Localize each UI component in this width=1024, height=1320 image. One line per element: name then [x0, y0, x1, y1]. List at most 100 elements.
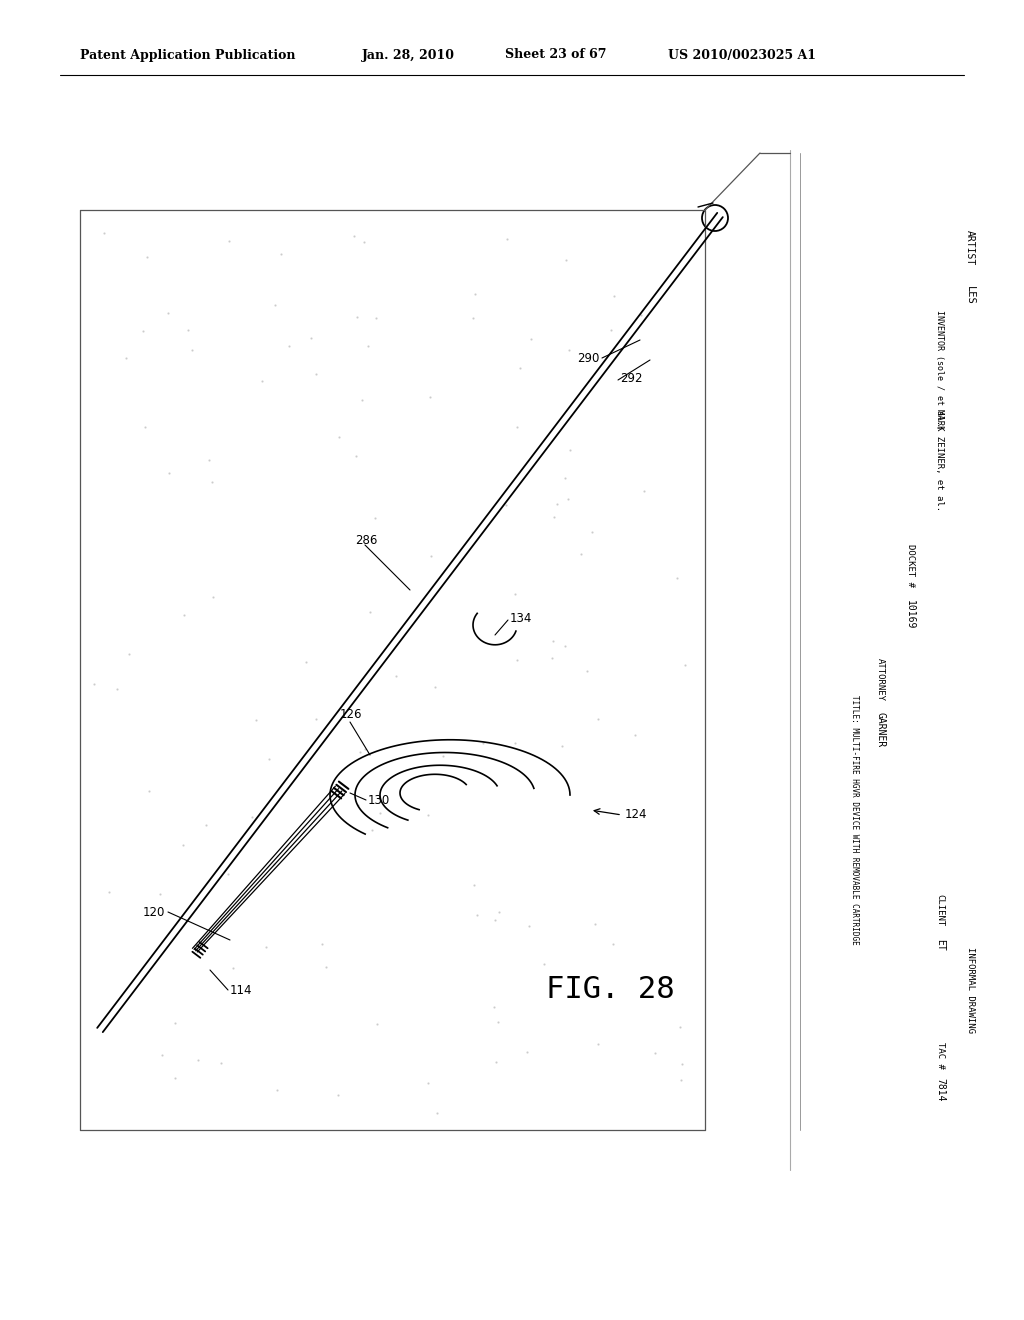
Text: Sheet 23 of 67: Sheet 23 of 67: [505, 49, 606, 62]
Text: INVENTOR (sole / et al.): INVENTOR (sole / et al.): [936, 310, 944, 430]
Text: LES: LES: [965, 285, 975, 305]
Point: [561, 339, 578, 360]
Point: [485, 997, 502, 1018]
Point: [302, 327, 318, 348]
Point: [422, 387, 438, 408]
Point: [152, 883, 168, 904]
Point: [361, 601, 378, 622]
Point: [318, 956, 335, 977]
Point: [175, 834, 191, 855]
Point: [100, 882, 117, 903]
Text: Jan. 28, 2010: Jan. 28, 2010: [362, 49, 455, 62]
Point: [554, 735, 570, 756]
Text: 126: 126: [340, 709, 362, 722]
Text: 114: 114: [230, 983, 253, 997]
Point: [498, 495, 514, 516]
Point: [272, 243, 289, 264]
Point: [314, 933, 331, 954]
Point: [167, 1067, 183, 1088]
Point: [139, 247, 156, 268]
Point: [423, 545, 439, 566]
Point: [372, 803, 388, 824]
Point: [261, 748, 278, 770]
Text: FIG. 28: FIG. 28: [546, 975, 675, 1005]
Point: [499, 228, 515, 249]
Point: [258, 937, 274, 958]
Text: 120: 120: [142, 906, 165, 919]
Point: [519, 1041, 536, 1063]
Point: [308, 708, 325, 729]
Point: [467, 284, 483, 305]
Point: [557, 636, 573, 657]
Point: [435, 746, 452, 767]
Point: [469, 904, 485, 925]
Point: [512, 358, 528, 379]
Point: [189, 1049, 206, 1071]
Point: [359, 335, 376, 356]
Point: [348, 306, 365, 327]
Point: [507, 733, 523, 754]
Point: [560, 488, 577, 510]
Point: [674, 1053, 690, 1074]
Point: [669, 568, 685, 589]
Text: 130: 130: [368, 793, 390, 807]
Point: [95, 222, 112, 243]
Point: [356, 232, 373, 253]
Point: [677, 653, 693, 675]
Point: [584, 521, 600, 543]
Point: [602, 319, 618, 341]
Point: [522, 329, 539, 350]
Text: 124: 124: [625, 808, 647, 821]
Point: [220, 863, 237, 884]
Text: ET: ET: [935, 939, 945, 950]
Point: [489, 1011, 506, 1032]
Point: [490, 902, 507, 923]
Point: [154, 1044, 170, 1065]
Point: [520, 916, 537, 937]
Point: [109, 678, 125, 700]
Point: [590, 1034, 606, 1055]
Point: [562, 440, 579, 461]
Point: [647, 1041, 664, 1063]
Point: [349, 795, 366, 816]
Point: [161, 462, 177, 483]
Point: [281, 335, 297, 356]
Point: [86, 673, 102, 694]
Point: [587, 913, 603, 935]
Point: [345, 226, 361, 247]
Point: [572, 544, 589, 565]
Point: [201, 450, 217, 471]
Point: [509, 649, 525, 671]
Text: TAC #: TAC #: [936, 1041, 944, 1068]
Point: [160, 302, 176, 323]
Point: [137, 416, 154, 437]
Point: [387, 665, 403, 686]
Point: [579, 660, 595, 681]
Point: [348, 446, 365, 467]
Text: TITLE: MULTI-FIRE HGVR DEVICE WITH REMOVABLE CARTRIDGE: TITLE: MULTI-FIRE HGVR DEVICE WITH REMOV…: [851, 696, 859, 945]
Point: [367, 508, 383, 529]
Point: [352, 742, 369, 763]
Point: [546, 507, 562, 528]
Point: [466, 875, 482, 896]
Point: [356, 738, 373, 759]
Point: [244, 807, 260, 828]
Text: US 2010/0023025 A1: US 2010/0023025 A1: [668, 49, 816, 62]
Point: [364, 820, 380, 841]
Point: [474, 733, 490, 754]
Point: [369, 308, 385, 329]
Text: 10169: 10169: [905, 601, 915, 630]
Text: INFORMAL DRAWING: INFORMAL DRAWING: [966, 946, 975, 1034]
Point: [673, 1069, 689, 1090]
Point: [204, 471, 220, 492]
Point: [330, 1084, 346, 1105]
Point: [248, 709, 264, 730]
Point: [205, 586, 221, 607]
Point: [427, 676, 443, 697]
Point: [487, 1052, 504, 1073]
Point: [604, 933, 621, 954]
Point: [180, 319, 197, 341]
Point: [220, 230, 237, 251]
Point: [545, 630, 561, 651]
Text: Patent Application Publication: Patent Application Publication: [80, 49, 296, 62]
